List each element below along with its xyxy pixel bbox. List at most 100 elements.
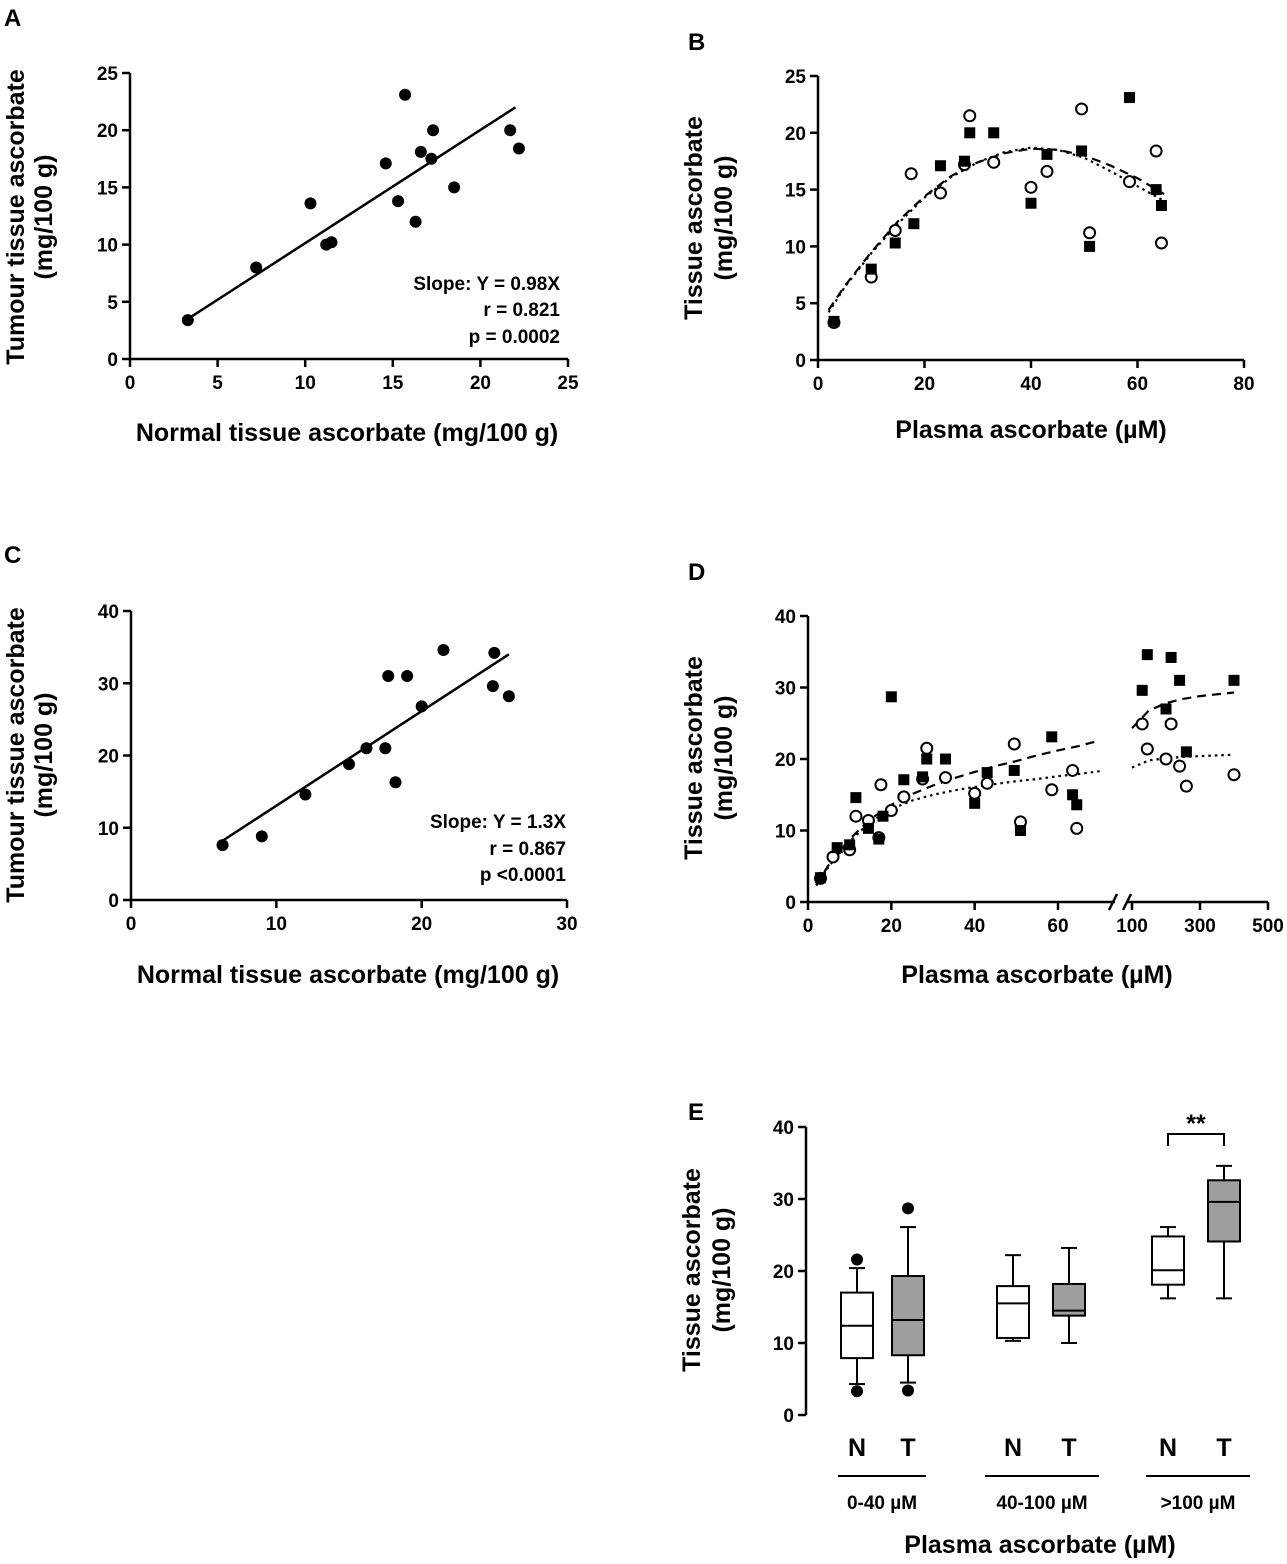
panel-b-normal-point [1075,102,1089,116]
panel-d-fit-dotted [815,770,1100,887]
panel-b: Tissue ascorbate (mg/100 g) Plasma ascor… [680,67,1255,444]
panel-b-ylabel-1: Tissue ascorbate [680,116,708,320]
panel-d-ytick-label: 30 [775,679,796,700]
panel-b-ytick-label: 25 [785,67,807,88]
panel-a-xlabel: Normal tissue ascorbate (mg/100 g) [136,419,558,447]
panel-d-xtick-label: 500 [1252,916,1284,937]
panel-e-ytick-label: 20 [773,1262,794,1283]
panel-b-ytick-label: 15 [785,181,807,202]
panel-b-normal-point [963,109,977,123]
panel-e-box-label: N [848,1434,866,1462]
panel-c-point [415,700,428,713]
panel-e-box-label: T [900,1434,915,1462]
panel-c-point [379,742,392,755]
panel-d: Tissue ascorbate (mg/100 g) Plasma ascor… [680,607,1284,989]
panel-c-point [343,758,355,771]
panel-d-tumour-point [917,771,929,783]
panel-d-tumour-point [969,797,981,809]
panel-d-ytick-label: 0 [785,893,796,914]
panel-e-box-label: N [1004,1434,1022,1462]
panel-d-tumour-point [873,833,885,845]
panel-d-tumour-point [850,792,862,804]
panel-d-normal-point [1135,717,1149,731]
panel-d-tumour-point [981,767,993,779]
panel-d-tumour-point [1141,649,1153,661]
panel-d-tumour-point [862,822,874,834]
panel-b-fit-dotted [827,146,1165,313]
panel-b-normal-point [987,155,1001,169]
panel-d-tumour-point [1180,746,1192,758]
panel-e-ylabel-1: Tissue ascorbate [678,1168,706,1372]
panel-d-normal-point [1227,768,1241,782]
panel-e-group-label: >100 µM [1161,1493,1236,1514]
panel-b-normal-point [1123,175,1137,189]
panel-b-tumour-point [1084,240,1096,252]
panel-b-normal-point [1154,236,1168,250]
panel-e-outlier [851,1253,863,1266]
panel-b-tumour-point [889,237,901,249]
panel-b-ylabel-2: (mg/100 g) [710,155,738,280]
panel-d-tumour-point [844,839,856,851]
panel-e-significance-bracket [1167,1133,1225,1146]
panel-b-xtick-label: 60 [1127,374,1148,395]
panel-d-normal-point [980,776,994,790]
panel-d-xtick-label: 0 [803,916,814,937]
panel-c-point [401,670,414,683]
panel-e-ytick-label: 10 [773,1334,794,1355]
panel-a-ytick-label: 15 [97,178,119,199]
panel-c-point [360,742,373,755]
panel-d-xtick-label: 40 [964,916,985,937]
panel-d-ytick-label: 20 [775,750,796,771]
panel-d-ytick-label: 10 [775,822,796,843]
panel-b-tumour-point [1150,184,1162,196]
panel-e-box [1207,1179,1241,1243]
panel-d-normal-point [1140,742,1154,756]
panel-a-r: r = 0.821 [483,300,560,321]
panel-d-fit-dashed [815,739,1100,886]
panel-b-normal-point [933,186,947,200]
panel-d-normal-point [1045,783,1059,797]
panel-d-normal-point [1173,759,1187,773]
panel-b-tumour-point [1025,197,1037,209]
panel-c-xtick-label: 30 [556,914,577,935]
panel-b-ytick-label: 0 [795,351,806,372]
panel-a-ytick-label: 25 [97,64,119,85]
panel-b-tumour-point [1124,92,1136,104]
panel-b-tumour-point [865,263,877,275]
panel-d-ylabel-2: (mg/100 g) [710,695,738,820]
panel-e-box-label: T [1061,1434,1076,1462]
panel-c-xlabel: Normal tissue ascorbate (mg/100 g) [137,961,559,989]
panel-b-normal-point [888,223,902,237]
panel-c-point [389,776,402,789]
panel-c-ytick-label: 20 [98,747,119,768]
panel-d-tumour-point [1136,684,1148,696]
panel-b-tumour-point [908,218,920,230]
panel-label-d: D [688,559,705,586]
panel-b-tumour-point [988,127,1000,139]
panel-a-ytick-label: 0 [107,350,118,371]
panel-b-tumour-point [1155,200,1167,212]
panel-label-a: A [4,5,21,32]
panel-c-point [486,680,499,693]
panel-label-e: E [688,1099,704,1126]
panel-d-tumour-point [940,753,951,765]
panel-d-axis-break [1107,893,1119,911]
panel-b-tumour-point [964,127,976,139]
panel-e-outlier [902,1384,914,1397]
panel-c-xtick-label: 0 [126,914,137,935]
panel-a-ytick-label: 10 [97,236,118,257]
panel-b-tumour-point [1076,145,1088,157]
panel-d-tumour-point [831,842,843,854]
panel-d-tumour-point [921,753,933,765]
panel-a-point [399,88,412,101]
panel-c-ylabel-1: Tumour tissue ascorbate [2,607,30,903]
panel-a-point [181,314,194,327]
panel-b-ytick-label: 10 [785,237,806,258]
panel-d-normal-point [874,778,888,792]
panel-d-normal-point [884,803,898,817]
panel-a-fit-line [187,106,517,321]
panel-a-ytick-label: 5 [107,293,118,314]
panel-e-ytick-label: 40 [773,1118,794,1139]
panel-c-xtick-label: 10 [266,914,287,935]
